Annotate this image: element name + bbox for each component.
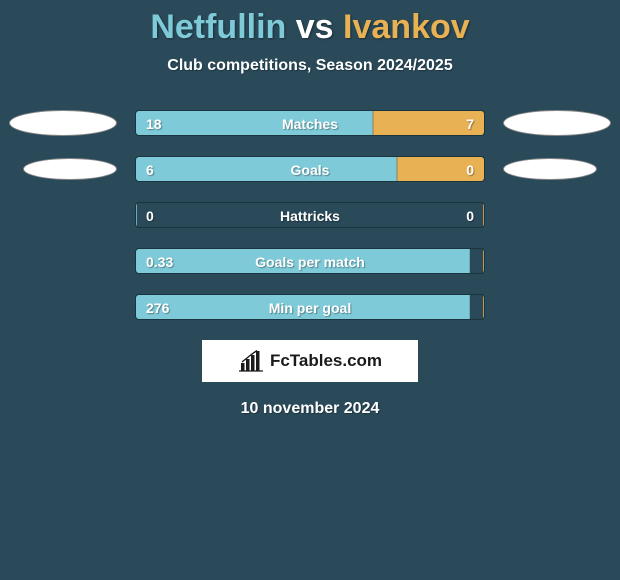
metric-row: 187Matches [0, 110, 620, 136]
bar-track: 276Min per goal [135, 294, 485, 320]
vs-separator: vs [296, 8, 334, 46]
player2-marker-icon [503, 158, 597, 180]
bar-track: 0.33Goals per match [135, 248, 485, 274]
comparison-chart: 187Matches60Goals00Hattricks0.33Goals pe… [0, 110, 620, 320]
logo-text: FcTables.com [270, 351, 382, 371]
bar-left [136, 157, 397, 181]
bar-right [483, 249, 484, 273]
bar-track: 0 0Hattricks [135, 202, 485, 228]
bar-left [136, 111, 373, 135]
metric-row: 0.33Goals per match [0, 248, 620, 274]
value-right: 0 [466, 203, 474, 228]
player2-name: Ivankov [343, 8, 470, 46]
date-line: 10 november 2024 [0, 400, 620, 418]
value-left: 276 [146, 295, 169, 320]
bar-left [136, 295, 470, 319]
bar-right [483, 295, 484, 319]
bar-left [136, 203, 137, 227]
player1-name: Netfullin [150, 8, 286, 46]
player1-marker-icon [23, 158, 117, 180]
value-right: 7 [466, 111, 474, 136]
subtitle: Club competitions, Season 2024/2025 [0, 57, 620, 75]
value-left: 0 [146, 203, 154, 228]
value-left: 0.33 [146, 249, 173, 274]
metric-label: Hattricks [136, 203, 484, 228]
value-left: 18 [146, 111, 162, 136]
value-left: 6 [146, 157, 154, 182]
metric-row: 276Min per goal [0, 294, 620, 320]
logo-box: FcTables.com [202, 340, 418, 382]
bar-left [136, 249, 470, 273]
player2-marker-icon [503, 110, 611, 136]
player1-marker-icon [9, 110, 117, 136]
metric-row: 0 0Hattricks [0, 202, 620, 228]
comparison-title: Netfullin vs Ivankov [0, 0, 620, 47]
bar-track: 60Goals [135, 156, 485, 182]
bar-track: 187Matches [135, 110, 485, 136]
value-right: 0 [466, 157, 474, 182]
metric-row: 60Goals [0, 156, 620, 182]
bar-right [483, 203, 484, 227]
bar-chart-icon [238, 350, 264, 372]
